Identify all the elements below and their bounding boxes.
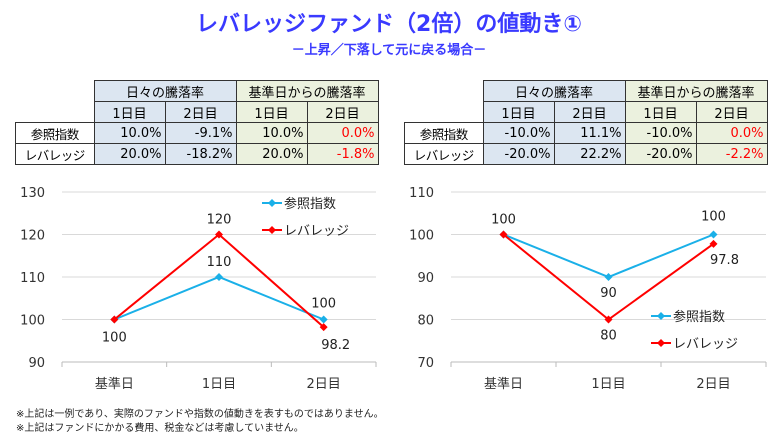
data-label: 100 [102,331,127,346]
table-row: レバレッジ 20.0% -18.2% 20.0% -1.8% [15,143,379,165]
cell: 0.0% [695,122,768,144]
page-subtitle: －上昇／下落して元に戻る場合－ [291,43,487,58]
series-line [503,233,714,279]
data-point-marker [604,273,613,281]
table-row: 参照指数 10.0% -9.1% 10.0% 0.0% [15,122,379,144]
row-label: レバレッジ [15,143,95,165]
rate-table-1: 日々の騰落率 基準日からの騰落率 1日目 2日目 1日目 2日目 参照指数 10.0% -9… [15,80,379,165]
data-label: 120 [207,213,232,228]
day-header: 1日目 [624,101,697,123]
data-label: 100 [491,213,516,228]
cell: 20.0% [235,143,308,165]
data-point-marker [110,315,119,324]
data-point-marker [709,239,718,248]
y-tick-label: 110 [409,186,434,201]
y-tick-label: 100 [409,229,434,244]
row-label: 参照指数 [15,122,95,144]
rate-table-2: 日々の騰落率 基準日からの騰落率 1日目 2日目 1日目 2日目 参照指数 -10.0% 1… [404,80,768,165]
legend-label: 参照指数 [673,309,725,325]
day-header: 2日目 [306,101,379,123]
y-tick-label: 90 [28,356,45,371]
line-chart-up-down: 90 100 110 120 130 基準日 1日目 2日目 110 100 100 120 98.2 参… [20,186,377,392]
y-tick-label: 90 [417,271,434,286]
footnote: ※上記は一例であり、実際のファンドや指数の値動きを表すものではありません。 [16,409,384,420]
data-label: 97.8 [710,253,739,268]
cell: -10.0% [482,122,555,144]
cell: 0.0% [306,122,379,144]
data-point-marker [215,273,223,281]
data-point-marker [709,230,718,239]
legend-label: 参照指数 [284,196,336,212]
cell: -1.8% [306,143,379,165]
line-chart-down-up: 70 80 90 100 110 基準日 1日目 2日目 100 90 100 80 97.8 参照指数レ… [409,186,767,392]
cell: 10.0% [93,122,166,144]
data-point-marker [319,315,328,324]
page-title: レバレッジファンド（2倍）の値動き① [196,12,582,37]
cell: 11.1% [553,122,626,144]
legend-marker [657,312,665,320]
data-label: 110 [207,255,232,270]
cell: 10.0% [235,122,308,144]
x-tick-label: 基準日 [484,376,523,392]
x-tick-label: 1日目 [591,377,625,392]
group-header: 日々の騰落率 [482,80,626,102]
legend-marker [657,339,665,347]
x-tick-label: 基準日 [95,376,134,392]
cell: 20.0% [93,143,166,165]
x-tick-label: 2日目 [696,377,730,392]
data-label: 80 [600,329,617,344]
data-label: 90 [600,286,617,301]
cell: -10.0% [624,122,697,144]
y-tick-label: 120 [20,229,45,244]
y-tick-label: 130 [20,186,45,201]
legend-label: レバレッジ [673,337,738,352]
row-label: 参照指数 [404,122,484,144]
row-label: レバレッジ [404,143,484,165]
cell: -2.2% [695,143,768,165]
x-tick-label: 1日目 [202,377,236,392]
day-header: 2日目 [695,101,768,123]
data-label: 98.2 [321,338,350,353]
x-tick-label: 2日目 [307,377,341,392]
day-header: 2日目 [164,101,237,123]
group-header: 基準日からの騰落率 [235,80,379,102]
cell: -20.0% [482,143,555,165]
day-header: 1日目 [235,101,308,123]
y-tick-label: 80 [417,314,434,329]
day-header: 1日目 [93,101,166,123]
cell: -18.2% [164,143,237,165]
y-tick-label: 110 [20,271,45,286]
cell: 22.2% [553,143,626,165]
legend-marker [268,199,276,207]
legend-label: レバレッジ [284,224,349,239]
data-label: 100 [311,297,336,312]
group-header: 日々の騰落率 [93,80,237,102]
y-tick-label: 100 [20,314,45,329]
group-header: 基準日からの騰落率 [624,80,768,102]
legend-marker [268,226,276,234]
data-point-marker [604,315,613,324]
y-tick-label: 70 [417,356,434,371]
day-header: 1日目 [482,101,555,123]
table-row: 参照指数 -10.0% 11.1% -10.0% 0.0% [404,122,768,144]
data-point-marker [499,230,508,239]
cell: -9.1% [164,122,237,144]
data-point-marker [319,323,328,332]
cell: -20.0% [624,143,697,165]
day-header: 2日目 [553,101,626,123]
footnote: ※上記はファンドにかかる費用、税金などは考慮していません。 [16,423,304,434]
data-point-marker [215,230,223,239]
table-row: レバレッジ -20.0% 22.2% -20.0% -2.2% [404,143,768,165]
data-label: 100 [701,210,726,225]
